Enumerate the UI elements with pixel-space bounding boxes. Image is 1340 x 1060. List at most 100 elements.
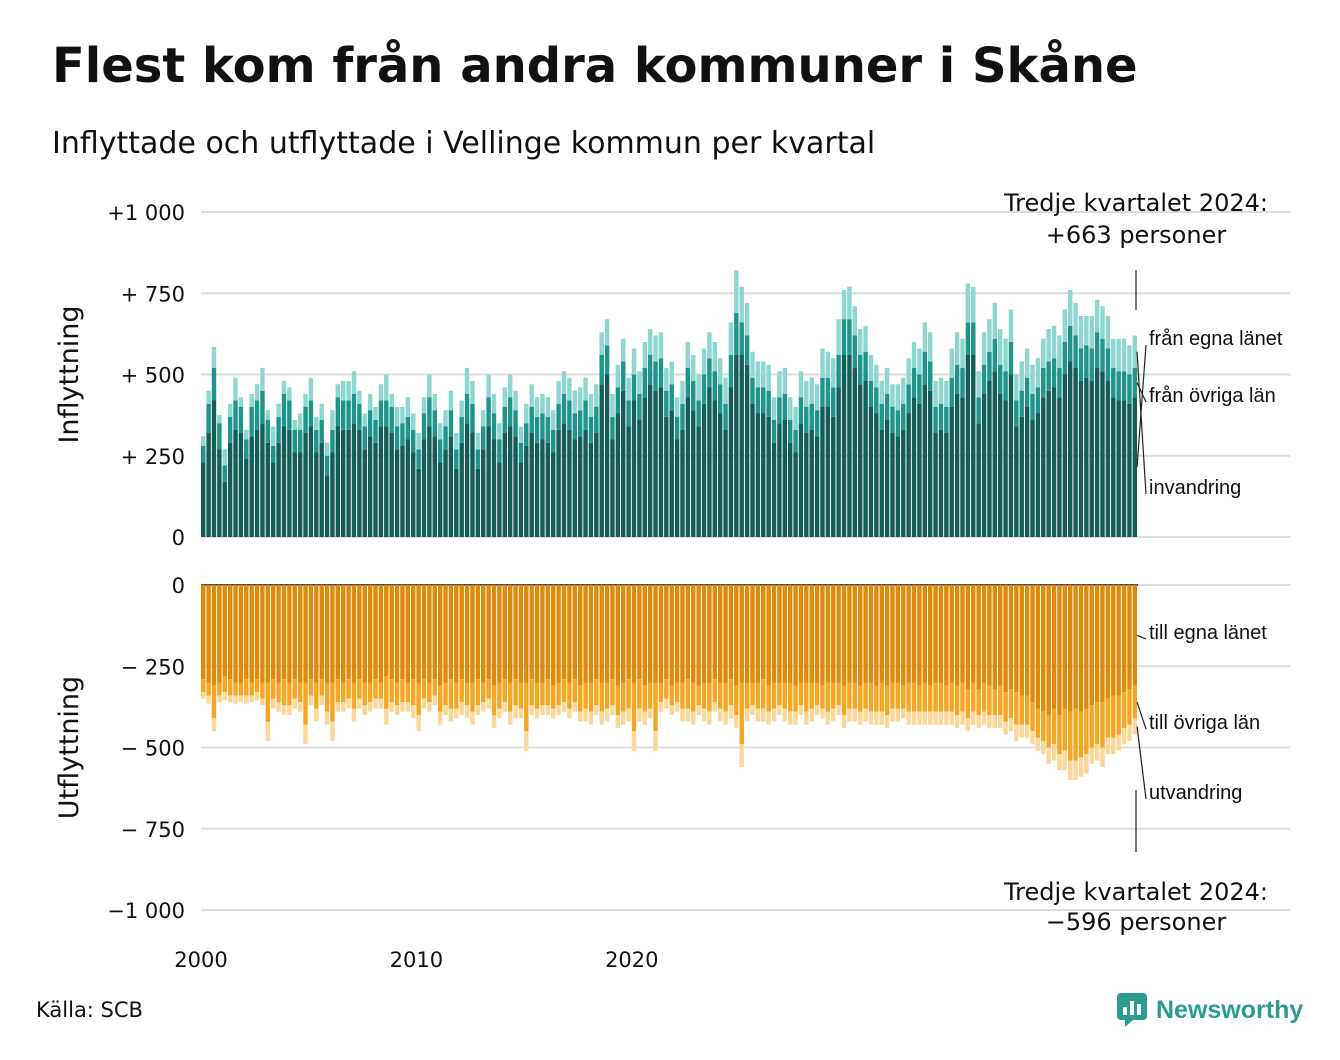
bar-segment: [561, 585, 567, 680]
bar-segment: [884, 585, 890, 686]
bar-segment: [324, 585, 330, 683]
bar-segment: [971, 711, 976, 725]
bar-segment: [879, 585, 884, 683]
bar-segment: [637, 585, 642, 680]
bar-segment: [297, 429, 303, 453]
bar-segment: [491, 413, 497, 440]
bar-segment: [421, 679, 427, 699]
bar-segment: [685, 397, 691, 537]
bar-segment: [836, 682, 841, 706]
bar-segment: [481, 426, 486, 450]
bar-segment: [1008, 342, 1014, 375]
bar-segment: [761, 708, 766, 722]
bar-segment: [901, 429, 906, 537]
y-tick-label: + 500: [121, 364, 185, 388]
bar-segment: [324, 711, 330, 725]
bar-segment: [362, 682, 367, 706]
bar-segment: [211, 718, 217, 732]
bar-segment: [971, 322, 976, 355]
bar-segment: [755, 387, 761, 414]
bar-segment: [750, 585, 755, 683]
bar-segment: [954, 394, 960, 537]
bar-segment: [717, 384, 723, 414]
bar-segment: [265, 721, 271, 741]
bar-segment: [335, 679, 341, 702]
bar-segment: [604, 682, 610, 709]
bar-segment: [1062, 374, 1068, 537]
bar-segment: [427, 374, 432, 398]
bar-segment: [556, 682, 561, 706]
bar-segment: [1121, 728, 1127, 745]
bar-segment: [917, 711, 922, 725]
bar-segment: [1094, 585, 1100, 702]
chart-subtitle: Inflyttade och utflyttade i Vellinge kom…: [52, 126, 876, 161]
bar-segment: [244, 459, 249, 537]
bar-segment: [556, 403, 561, 430]
bar-segment: [378, 698, 384, 709]
bar-segment: [599, 355, 604, 385]
bar-segment: [1046, 747, 1051, 764]
bar-segment: [868, 407, 874, 537]
bar-segment: [674, 702, 680, 712]
bar-segment: [335, 585, 341, 680]
bar-segment: [696, 374, 701, 401]
bar-segment: [658, 358, 664, 388]
bar-segment: [647, 682, 653, 709]
bar-segment: [1057, 585, 1062, 715]
bar-segment: [470, 403, 475, 433]
bar-segment: [868, 585, 874, 683]
bar-segment: [927, 390, 933, 537]
bar-segment: [1030, 364, 1035, 394]
bar-segment: [206, 682, 211, 696]
bar-segment: [1051, 744, 1057, 761]
bar-segment: [217, 449, 222, 537]
bar-segment: [518, 426, 524, 443]
bar-segment: [287, 429, 292, 537]
series-label: till egna länet: [1149, 622, 1267, 644]
bar-segment: [540, 439, 545, 537]
bar-segment: [879, 381, 884, 404]
bar-segment: [227, 442, 233, 537]
bar-segment: [561, 679, 567, 702]
bar-segment: [421, 585, 427, 680]
bar-segment: [561, 371, 567, 394]
bar-segment: [201, 446, 206, 463]
bar-segment: [825, 711, 831, 725]
bar-segment: [389, 702, 394, 712]
bar-segment: [723, 429, 728, 537]
bar-segment: [723, 377, 728, 404]
leader-line: [1136, 382, 1147, 403]
bar-segment: [454, 585, 459, 683]
bar-segment: [1024, 585, 1030, 696]
bar-segment: [341, 400, 346, 430]
bar-segment: [884, 715, 890, 728]
bar-segment: [868, 682, 874, 712]
bar-segment: [669, 585, 674, 686]
bar-segment: [551, 429, 556, 453]
bar-segment: [960, 682, 965, 712]
y-tick-label: − 750: [121, 818, 185, 842]
bar-segment: [1019, 724, 1024, 738]
bar-segment: [954, 585, 960, 686]
bar-segment: [701, 348, 707, 375]
bar-segment: [1084, 377, 1089, 537]
bar-segment: [384, 426, 389, 537]
bar-segment: [1014, 692, 1019, 725]
bar-segment: [814, 436, 820, 537]
bar-segment: [642, 711, 647, 725]
bar-segment: [971, 682, 976, 712]
bar-segment: [281, 585, 287, 680]
bar-segment: [271, 679, 276, 699]
bar-segment: [222, 465, 227, 482]
bar-segment: [782, 394, 788, 420]
bar-segment: [653, 682, 658, 732]
bar-segment: [890, 407, 895, 433]
bar-segment: [1003, 721, 1008, 735]
bar-segment: [486, 679, 491, 699]
bar-segment: [599, 384, 604, 537]
bar-segment: [217, 585, 222, 683]
bar-segment: [761, 387, 766, 414]
bar-segment: [411, 679, 416, 706]
bar-segment: [437, 711, 443, 725]
bar-segment: [373, 420, 378, 443]
